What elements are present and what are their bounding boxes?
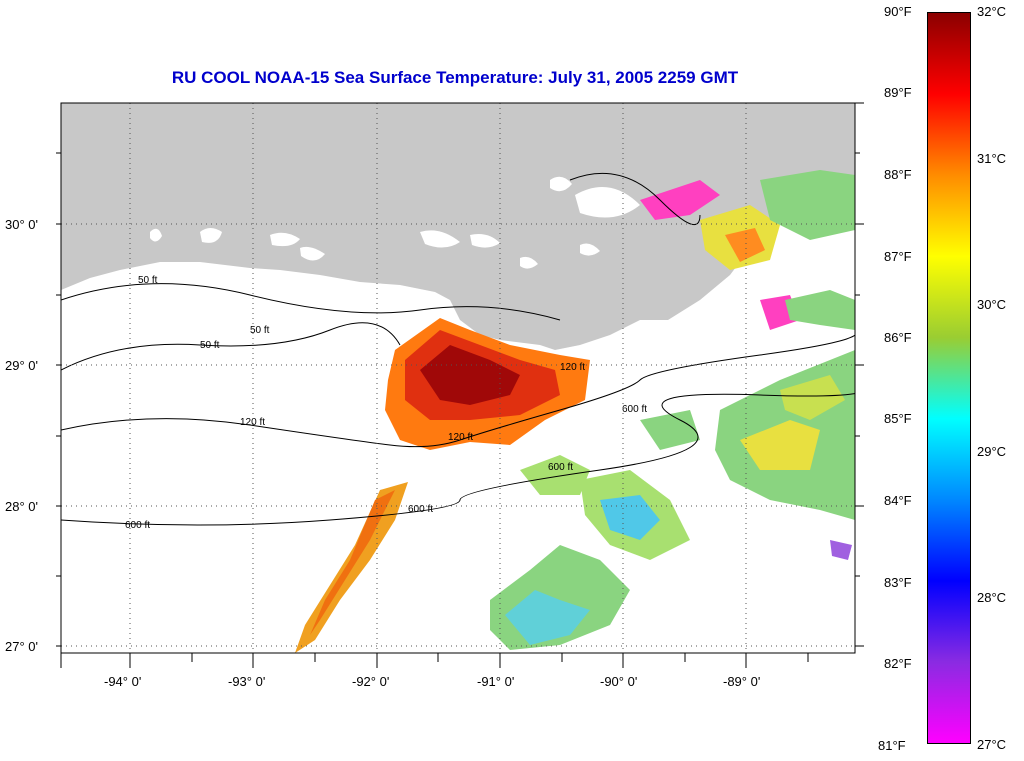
c-label: 32°C (977, 4, 1007, 19)
contour-label: 600 ft (548, 462, 573, 473)
contour-label: 600 ft (125, 520, 150, 531)
f-label: 84°F (884, 493, 912, 508)
lon-tick-labels: -94° 0' -93° 0' -92° 0' -91° 0' -90° 0' … (104, 674, 760, 689)
lon-tick-label: -92° 0' (352, 674, 389, 689)
lat-tick-label: 29° 0' (5, 358, 38, 373)
lon-tick-label: -91° 0' (477, 674, 514, 689)
c-label: 31°C (977, 151, 1007, 166)
bathymetry-contours (61, 172, 855, 526)
grid-lines (61, 103, 855, 653)
axis-ticks (56, 102, 864, 668)
contour-label: 120 ft (560, 362, 585, 373)
f-label: 81°F (878, 738, 906, 753)
c-label: 27°C (977, 737, 1007, 752)
f-label: 86°F (884, 330, 912, 345)
f-label: 88°F (884, 167, 912, 182)
lat-tick-label: 28° 0' (5, 499, 38, 514)
map-frame (60, 102, 856, 654)
contour-label: 600 ft (408, 504, 433, 515)
sst-warm-plume (295, 318, 590, 653)
f-label: 89°F (884, 85, 912, 100)
sst-map: 50 ft 50 ft 50 ft 120 ft 120 ft 600 ft 6… (5, 102, 864, 689)
lon-tick-label: -89° 0' (723, 674, 760, 689)
map-title: RU COOL NOAA-15 Sea Surface Temperature:… (171, 68, 739, 87)
inland-lakes (150, 176, 640, 269)
f-label: 85°F (884, 411, 912, 426)
c-label: 30°C (977, 297, 1007, 312)
lat-tick-label: 30° 0' (5, 217, 38, 232)
contour-label: 120 ft (240, 417, 265, 428)
contour-labels: 50 ft 50 ft 50 ft 120 ft 120 ft 600 ft 6… (125, 275, 647, 531)
f-label: 82°F (884, 656, 912, 671)
lat-tick-label: 27° 0' (5, 639, 38, 654)
f-label: 87°F (884, 249, 912, 264)
c-label: 29°C (977, 444, 1007, 459)
f-label: 83°F (884, 575, 912, 590)
lat-tick-labels: 30° 0' 29° 0' 28° 0' 27° 0' (5, 217, 38, 654)
lon-tick-label: -94° 0' (104, 674, 141, 689)
f-label: 90°F (884, 4, 912, 19)
lon-tick-label: -90° 0' (600, 674, 637, 689)
land-mass (61, 103, 855, 350)
contour-label: 50 ft (138, 275, 158, 286)
lon-tick-label: -93° 0' (228, 674, 265, 689)
contour-label: 50 ft (200, 340, 220, 351)
contour-label: 600 ft (622, 404, 647, 415)
temperature-colorbar (927, 12, 971, 744)
contour-label: 50 ft (250, 325, 270, 336)
sst-cool-patches (490, 170, 855, 650)
c-label: 28°C (977, 590, 1007, 605)
contour-label: 120 ft (448, 432, 473, 443)
